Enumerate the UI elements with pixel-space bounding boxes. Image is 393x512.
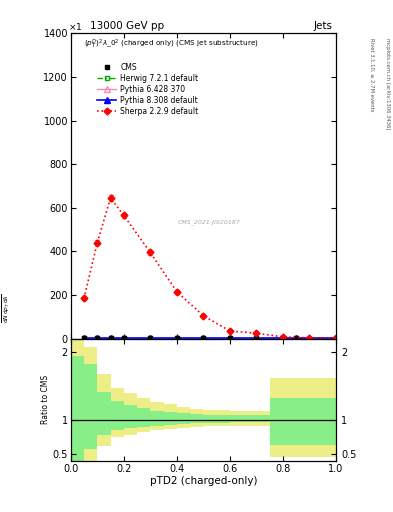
X-axis label: pTD2 (charged-only): pTD2 (charged-only): [150, 476, 257, 486]
Y-axis label: Ratio to CMS: Ratio to CMS: [41, 375, 50, 424]
Text: $\times$1: $\times$1: [68, 21, 83, 32]
Text: $\frac{1}{\mathrm{d}N}\frac{\mathrm{d}N}{\mathrm{d}p_T\,\mathrm{d}\lambda}$: $\frac{1}{\mathrm{d}N}\frac{\mathrm{d}N}…: [0, 293, 13, 323]
Text: Rivet 3.1.10, ≥ 2.7M events: Rivet 3.1.10, ≥ 2.7M events: [369, 38, 375, 112]
Text: Jets: Jets: [313, 20, 332, 31]
Legend: CMS, Herwig 7.2.1 default, Pythia 6.428 370, Pythia 8.308 default, Sherpa 2.2.9 : CMS, Herwig 7.2.1 default, Pythia 6.428 …: [96, 61, 200, 117]
Text: mcplots.cern.ch [arXiv:1306.3436]: mcplots.cern.ch [arXiv:1306.3436]: [385, 38, 390, 130]
Text: 13000 GeV pp: 13000 GeV pp: [90, 20, 165, 31]
Text: CMS_2021-JI920187: CMS_2021-JI920187: [177, 220, 240, 225]
Text: $(p_T^D)^2\lambda\_0^2$ (charged only) (CMS jet substructure): $(p_T^D)^2\lambda\_0^2$ (charged only) (…: [84, 38, 259, 51]
